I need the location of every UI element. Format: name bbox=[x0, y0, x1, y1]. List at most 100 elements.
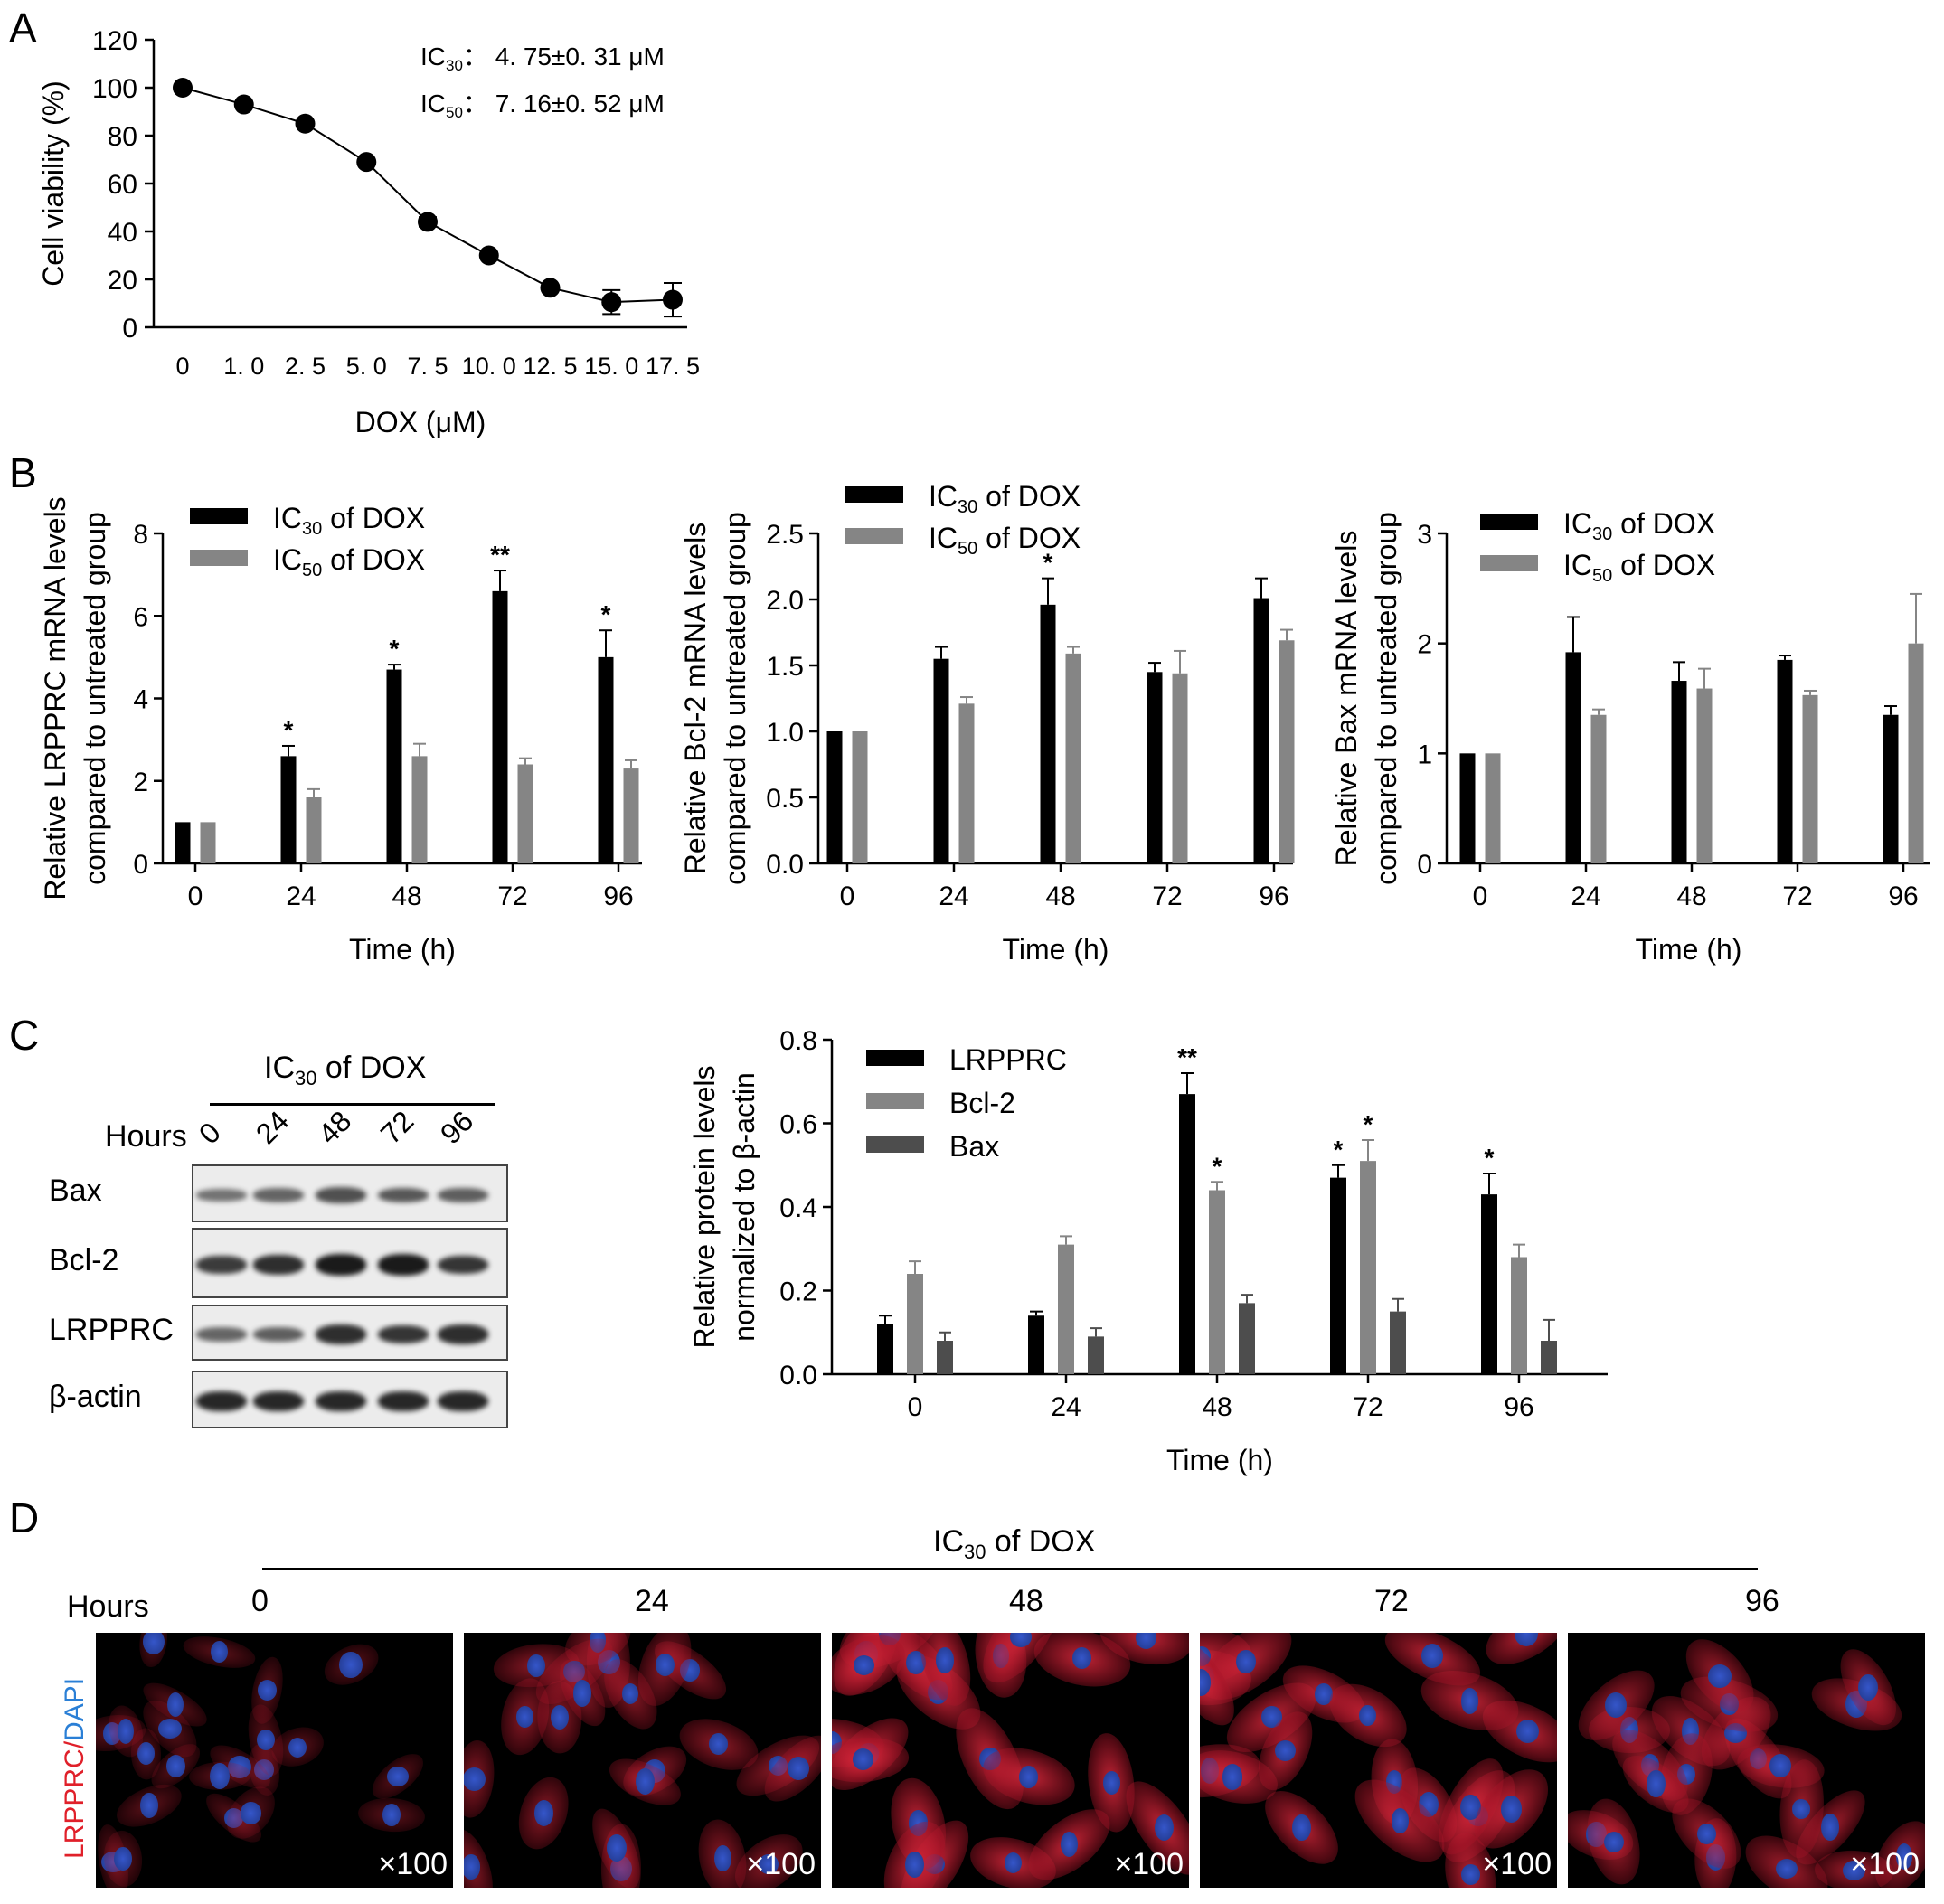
d-cell-nucleus bbox=[464, 1767, 486, 1792]
b3-x-tick-label: 96 bbox=[1888, 881, 1918, 911]
b2-x-tick-label: 0 bbox=[840, 881, 855, 911]
d-cell-nucleus bbox=[709, 1733, 729, 1756]
d-cell-nucleus bbox=[1420, 1644, 1444, 1669]
d-cell-nucleus bbox=[656, 1654, 675, 1676]
d-magnification-label: ×100 bbox=[1114, 1847, 1184, 1881]
b1-legend-swatch bbox=[190, 550, 248, 566]
d-hour-label: 48 bbox=[1009, 1584, 1043, 1618]
d-cell-nucleus bbox=[1776, 1859, 1798, 1880]
c-bar bbox=[1481, 1194, 1497, 1374]
panel-letter-a: A bbox=[9, 5, 37, 52]
b2-y-tick-label: 2.5 bbox=[766, 520, 804, 550]
blot-treatment-label: IC30 of DOX bbox=[264, 1051, 427, 1089]
d-micrograph: ×100 bbox=[464, 1633, 821, 1888]
b1-y-tick-label: 4 bbox=[133, 685, 148, 715]
d-cell-nucleus bbox=[114, 1846, 133, 1871]
d-cell-nucleus bbox=[787, 1756, 809, 1780]
blot-band bbox=[196, 1256, 247, 1274]
b2-legend-label: IC30 of DOX bbox=[929, 480, 1081, 517]
d-micrograph: ×100 bbox=[1200, 1633, 1557, 1888]
d-cell-nucleus bbox=[1603, 1831, 1625, 1852]
b1-x-tick-label: 72 bbox=[497, 881, 527, 911]
c-bar bbox=[1330, 1177, 1346, 1374]
d-hour-label: 24 bbox=[635, 1584, 669, 1618]
d-cell-nucleus bbox=[1500, 1795, 1523, 1823]
b3-bar bbox=[1883, 714, 1899, 863]
panel-letter-c: C bbox=[9, 1012, 40, 1059]
blot-strip bbox=[192, 1164, 508, 1222]
b2-bar bbox=[1172, 673, 1188, 863]
d-cell-nucleus bbox=[1154, 1814, 1174, 1842]
d-magnification-label: ×100 bbox=[1850, 1847, 1920, 1881]
c-y-tick-label: 0.2 bbox=[779, 1277, 817, 1307]
c-bar bbox=[1390, 1311, 1406, 1374]
c-bar bbox=[1058, 1244, 1074, 1374]
a-x-tick-label: 5. 0 bbox=[346, 353, 387, 380]
d-cell-nucleus bbox=[1895, 1843, 1913, 1870]
a-x-tick-label: 17. 5 bbox=[646, 353, 700, 380]
d-cell-nucleus bbox=[257, 1729, 276, 1751]
b1-y-axis-label: Relative LRPPRC mRNA levels bbox=[39, 496, 71, 900]
b2-bar bbox=[1065, 653, 1081, 863]
a-data-point bbox=[295, 113, 316, 134]
b3-y-axis-label: compared to untreated group bbox=[1370, 512, 1402, 885]
d-cell-nucleus bbox=[1060, 1832, 1079, 1858]
blot-band bbox=[438, 1255, 488, 1275]
d-cell-nucleus bbox=[1005, 1852, 1023, 1874]
d-cell-nucleus bbox=[382, 1804, 401, 1827]
c-significance-mark: * bbox=[1485, 1144, 1495, 1172]
c-x-tick-label: 72 bbox=[1353, 1392, 1383, 1422]
b3-x-tick-label: 48 bbox=[1676, 881, 1706, 911]
d-cell-nucleus bbox=[1359, 1705, 1376, 1727]
blot-band bbox=[253, 1255, 304, 1275]
a-y-tick-label: 20 bbox=[108, 266, 137, 296]
a-ic30-annotation: IC30： 4. 75±0. 31 μM bbox=[420, 42, 665, 74]
b2-x-tick-label: 24 bbox=[939, 881, 968, 911]
b1-significance-mark: ** bbox=[490, 541, 510, 569]
d-cell-nucleus bbox=[526, 1654, 546, 1677]
b1-y-tick-label: 6 bbox=[133, 602, 148, 632]
d-cell-nucleus bbox=[223, 1807, 244, 1829]
b2-bar bbox=[1147, 672, 1163, 863]
blot-row-label: LRPPRC bbox=[49, 1313, 174, 1347]
b3-x-tick-label: 72 bbox=[1782, 881, 1812, 911]
b1-bar bbox=[411, 756, 428, 863]
d-cell-nucleus bbox=[1696, 1823, 1717, 1845]
b1-x-tick-label: 0 bbox=[188, 881, 203, 911]
c-y-tick-label: 0.0 bbox=[779, 1361, 817, 1390]
blot-row-label: Bcl-2 bbox=[49, 1243, 119, 1277]
blot-strip bbox=[192, 1228, 508, 1298]
b3-y-tick-label: 1 bbox=[1417, 740, 1432, 769]
d-cell-nucleus bbox=[1236, 1650, 1256, 1674]
b3-x-tick-label: 0 bbox=[1473, 881, 1488, 911]
panel-letter-d: D bbox=[9, 1494, 40, 1541]
blot-row-label: β-actin bbox=[49, 1380, 142, 1414]
d-cell-nucleus bbox=[1315, 1682, 1333, 1705]
d-cell-nucleus bbox=[1708, 1664, 1732, 1688]
d-cell-nucleus bbox=[935, 1647, 955, 1673]
c-bar bbox=[937, 1341, 953, 1374]
b2-legend-swatch bbox=[845, 528, 903, 544]
d-hours-label: Hours bbox=[67, 1589, 149, 1624]
c-legend-swatch bbox=[866, 1093, 924, 1109]
b1-significance-mark: * bbox=[601, 600, 611, 628]
b2-y-axis-label: Relative Bcl-2 mRNA levels bbox=[679, 523, 712, 874]
b3-bar bbox=[1485, 753, 1501, 863]
d-cell-nucleus bbox=[1222, 1763, 1243, 1790]
a-x-axis-label: DOX (μM) bbox=[355, 406, 486, 438]
c-bar bbox=[877, 1324, 893, 1374]
d-cell-nucleus bbox=[1647, 1770, 1666, 1798]
b3-y-axis-label: Relative Bax mRNA levels bbox=[1330, 531, 1363, 867]
b1-x-tick-label: 96 bbox=[603, 881, 633, 911]
c-legend-label: Bax bbox=[949, 1130, 999, 1163]
b1-legend-swatch bbox=[190, 508, 248, 524]
a-data-point bbox=[663, 289, 683, 310]
a-x-tick-label: 10. 0 bbox=[462, 353, 516, 380]
blot-band bbox=[378, 1324, 429, 1344]
d-cell-nucleus bbox=[157, 1719, 182, 1739]
blot-band bbox=[196, 1327, 247, 1342]
d-treatment-label: IC30 of DOX bbox=[933, 1524, 1096, 1563]
d-cell-nucleus bbox=[117, 1718, 134, 1744]
a-x-tick-label: 12. 5 bbox=[523, 353, 577, 380]
a-data-point bbox=[233, 94, 254, 115]
